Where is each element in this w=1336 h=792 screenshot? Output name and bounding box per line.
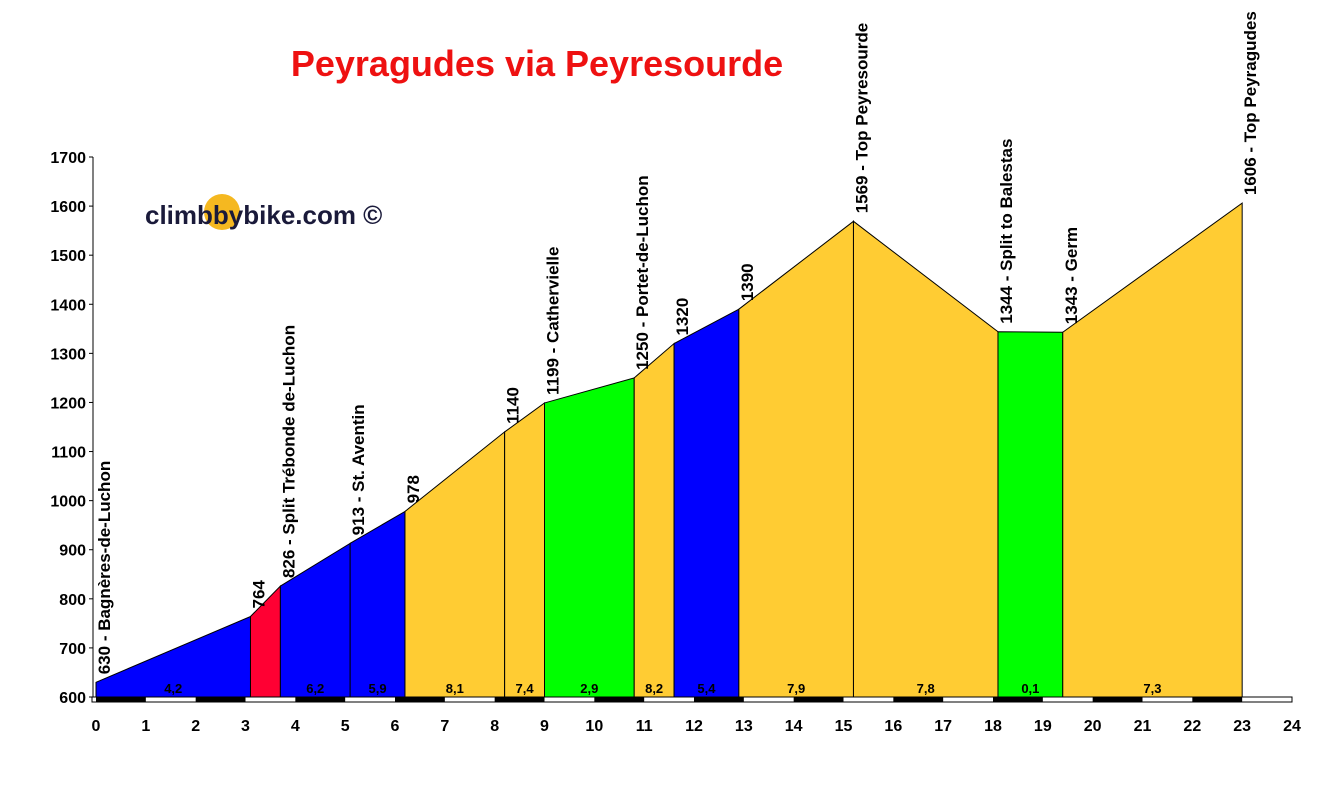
point-label: 913 - St. Aventin — [349, 404, 368, 535]
x-tick-label: 4 — [291, 718, 300, 735]
x-tick-label: 11 — [636, 718, 653, 735]
point-label: 1569 - Top Peyresourde — [852, 23, 871, 214]
point-label: 1250 - Portet-de-Luchon — [633, 175, 652, 370]
x-tick-label: 7 — [440, 718, 449, 735]
x-tick-label: 10 — [585, 718, 603, 735]
x-tick-label: 19 — [1034, 718, 1052, 735]
point-label: 826 - Split Trébonde de-Luchon — [279, 325, 298, 578]
point-label: 764 — [249, 580, 268, 609]
x-tick-label: 0 — [92, 718, 101, 735]
x-axis-block — [295, 697, 346, 702]
chart-title: Peyragudes via Peyresourde — [291, 43, 783, 84]
x-tick-label: 8 — [490, 718, 499, 735]
profile-segment — [997, 331, 1064, 698]
y-tick-label: 1200 — [50, 395, 86, 412]
logo — [204, 194, 240, 230]
x-axis-block — [494, 697, 545, 702]
x-tick-label: 6 — [391, 718, 400, 735]
x-tick-label: 24 — [1283, 718, 1301, 735]
x-tick-label: 2 — [191, 718, 200, 735]
gradient-label: 4,2 — [164, 681, 182, 696]
gradient-label: 8,2 — [645, 681, 663, 696]
x-axis-block — [1092, 697, 1143, 702]
profile-segment — [544, 377, 635, 698]
point-label: 1390 — [738, 263, 757, 301]
gradient-label: 7,4 — [516, 681, 535, 696]
point-label: 1343 - Germ — [1062, 227, 1081, 324]
gradient-label: 5,9 — [369, 681, 387, 696]
y-tick-label: 700 — [59, 641, 86, 658]
point-label: 1199 - Cathervielle — [544, 247, 563, 395]
y-tick-label: 1700 — [50, 150, 86, 167]
y-tick-label: 1600 — [50, 199, 86, 216]
point-label: 1320 — [673, 298, 692, 336]
x-tick-label: 13 — [735, 718, 753, 735]
point-label: 630 - Bagnères-de-Luchon — [95, 461, 114, 675]
point-label: 1344 - Split to Balestas — [997, 139, 1016, 324]
y-tick-label: 1400 — [50, 297, 86, 314]
watermark: climbbybike.com © — [145, 200, 382, 230]
x-tick-label: 20 — [1084, 718, 1102, 735]
y-tick-label: 900 — [59, 543, 86, 560]
y-tick-label: 1300 — [50, 346, 86, 363]
x-axis-block — [395, 697, 445, 702]
x-axis-block — [694, 697, 744, 702]
gradient-label: 2,9 — [580, 681, 598, 696]
y-tick-label: 800 — [59, 592, 86, 609]
x-tick-label: 9 — [540, 718, 549, 735]
x-axis-block — [893, 697, 944, 702]
x-tick-label: 17 — [934, 718, 952, 735]
x-axis-block — [195, 697, 246, 702]
x-tick-label: 5 — [341, 718, 350, 735]
y-tick-label: 1500 — [50, 248, 86, 265]
point-label: 978 — [404, 475, 423, 503]
point-label: 1140 — [504, 387, 523, 424]
gradient-label: 7,8 — [917, 681, 935, 696]
x-axis-block — [793, 697, 844, 702]
x-axis-bar — [91, 696, 1293, 703]
x-axis-block — [1192, 697, 1243, 702]
x-tick-label: 16 — [884, 718, 902, 735]
y-tick-label: 600 — [59, 690, 86, 707]
x-tick-label: 23 — [1233, 718, 1251, 735]
x-tick-label: 18 — [984, 718, 1002, 735]
gradient-label: 5,4 — [697, 681, 716, 696]
profile-segment — [673, 308, 740, 698]
y-tick-label: 1100 — [51, 445, 86, 462]
x-axis-block — [594, 697, 645, 702]
gradient-label: 7,9 — [787, 681, 805, 696]
point-label: 1606 - Top Peyragudes — [1241, 11, 1260, 195]
gradient-label: 0,1 — [1021, 681, 1039, 696]
profile-segment — [504, 401, 545, 698]
x-tick-label: 1 — [141, 718, 150, 735]
y-tick-label: 1000 — [50, 494, 86, 511]
x-axis-block — [96, 697, 146, 702]
gradient-label: 7,3 — [1143, 681, 1161, 696]
x-tick-label: 21 — [1134, 718, 1152, 735]
x-tick-label: 14 — [785, 718, 803, 735]
x-tick-label: 3 — [241, 718, 250, 735]
profile-segment — [633, 342, 675, 698]
x-tick-label: 12 — [685, 718, 703, 735]
gradient-label: 6,2 — [306, 681, 324, 696]
x-axis-block — [993, 697, 1043, 702]
profile-segment — [349, 510, 406, 698]
x-tick-label: 15 — [835, 718, 853, 735]
gradient-label: 8,1 — [446, 681, 464, 696]
x-tick-label: 22 — [1183, 718, 1201, 735]
